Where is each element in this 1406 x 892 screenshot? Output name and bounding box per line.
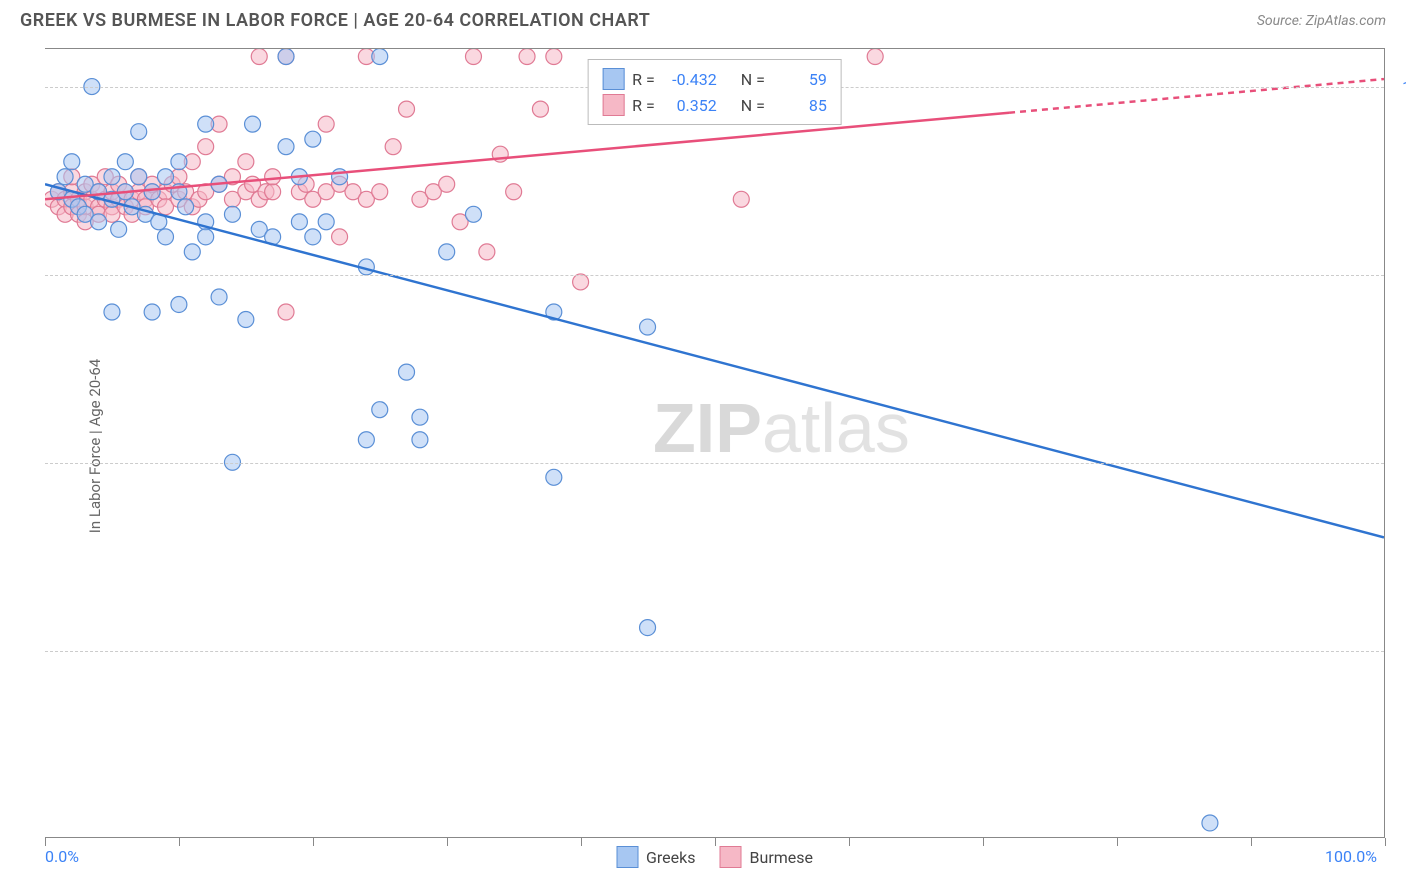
legend-label-greeks: Greeks [646,848,696,867]
legend-label-burmese: Burmese [750,848,813,867]
n-value-burmese: 85 [773,96,827,115]
r-value-greeks: -0.432 [663,70,717,89]
r-value-burmese: 0.352 [663,96,717,115]
x-tick [1117,838,1118,846]
legend-item-greeks: Greeks [616,846,696,868]
swatch-burmese [602,94,624,116]
x-tick [1385,838,1386,846]
n-value-greeks: 59 [773,70,827,89]
series-legend: Greeks Burmese [616,846,813,868]
legend-item-burmese: Burmese [720,846,813,868]
legend-row-burmese: R = 0.352 N = 85 [602,92,827,118]
swatch-greeks [602,68,624,90]
x-tick-label: 0.0% [45,847,79,866]
swatch-burmese-icon [720,846,742,868]
x-tick [983,838,984,846]
legend-row-greeks: R = -0.432 N = 59 [602,66,827,92]
x-tick-label: 100.0% [1325,847,1377,866]
x-tick [581,838,582,846]
scatter-svg [45,49,1384,838]
y-tick-label: 100.0% [1402,77,1406,96]
x-tick [447,838,448,846]
chart-plot-area: ZIPatlas 25.0%50.0%75.0%100.0% 0.0%100.0… [45,48,1385,838]
gridline-h [45,463,1384,464]
source-attribution: Source: ZipAtlas.com [1257,13,1386,29]
gridline-h [45,275,1384,276]
chart-title: GREEK VS BURMESE IN LABOR FORCE | AGE 20… [20,10,650,31]
gridline-h [45,651,1384,652]
x-tick [313,838,314,846]
x-tick [715,838,716,846]
x-tick [45,838,46,846]
x-tick [849,838,850,846]
correlation-legend: R = -0.432 N = 59 R = 0.352 N = 85 [587,59,842,125]
x-tick [1251,838,1252,846]
swatch-greeks-icon [616,846,638,868]
x-tick [179,838,180,846]
